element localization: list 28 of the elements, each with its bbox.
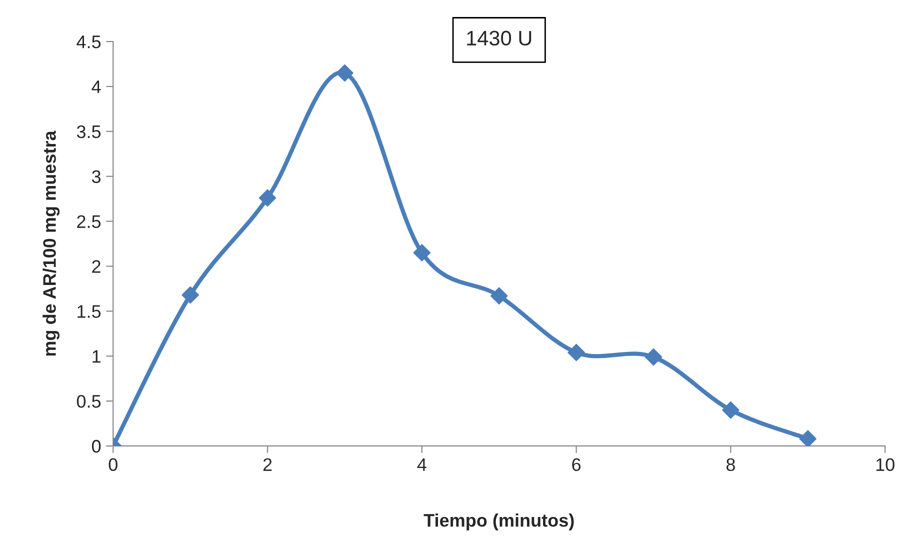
point [258, 189, 276, 207]
y-tick-label: 4.5 [76, 36, 101, 48]
x-tick-label: 8 [726, 458, 735, 472]
y-tick-label: 2 [92, 260, 100, 273]
point [182, 286, 200, 304]
y-tick-label: 0 [92, 440, 101, 453]
chart-title: 1430 U [467, 30, 532, 46]
point [644, 348, 662, 366]
y-axis-title: mg de AR/100 mg muestra [42, 130, 60, 356]
point [799, 430, 817, 446]
y-tick-label: 0.5 [76, 394, 101, 408]
x-tick-label: 10 [876, 458, 894, 472]
point [722, 401, 740, 419]
x-tick-label: 0 [108, 458, 118, 472]
y-tick-label: 2.5 [77, 215, 101, 228]
x-tick-label: 6 [572, 458, 581, 472]
y-tick-label: 3.5 [76, 125, 101, 138]
x-axis-title: Tiempo (minutos) [424, 513, 574, 530]
point [336, 64, 354, 82]
y-tick-label: 3 [92, 170, 101, 184]
point [490, 287, 508, 305]
point [413, 244, 431, 262]
y-tick-label: 1 [92, 350, 100, 363]
x-tick-label: 2 [263, 458, 272, 471]
x-tick-label: 4 [417, 458, 426, 471]
y-tick-label: 4 [92, 80, 101, 94]
point [568, 344, 585, 362]
y-tick-label: 1.5 [78, 305, 101, 318]
